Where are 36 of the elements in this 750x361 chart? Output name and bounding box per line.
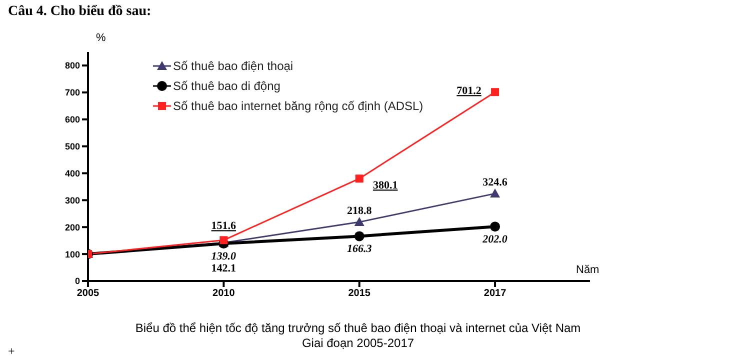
y-tick-label: 300	[64, 195, 80, 206]
y-tick-label: 100	[64, 249, 80, 260]
legend-label: Số thuê bao internet băng rộng cố định (ADSL)	[173, 98, 424, 115]
text: Biểu đồ thể hiện tốc độ tăng trưởng số thuê bao điện thoại và internet của Việt Nam	[134, 321, 582, 335]
y-tick-label: 0	[74, 276, 80, 286]
x-axis-title: Năm	[576, 264, 600, 276]
legend-label: Số thuê bao điện thoại	[173, 58, 294, 75]
point	[220, 236, 228, 244]
point	[355, 174, 364, 183]
data-label: 701.2	[456, 85, 482, 98]
data-label: 151.6	[211, 220, 237, 232]
y-tick-label: 400	[64, 168, 80, 178]
point	[491, 88, 500, 96]
legend-label: Số thuê bao di động	[173, 78, 280, 95]
x-tick-label: 2010	[212, 288, 236, 300]
x-tick-label: 2017	[484, 288, 507, 300]
y-tick-label: 200	[64, 222, 80, 232]
data-label: 142.1	[211, 262, 236, 275]
y-tick-label: 500	[64, 141, 80, 152]
text: +	[8, 344, 15, 359]
data-label: 324.6	[482, 176, 508, 189]
text: Giai đoạn 2005-2017	[300, 336, 416, 350]
x-tick-label: 2015	[348, 288, 371, 300]
y-tick-label: 700	[64, 88, 80, 98]
data-label: 202.0	[482, 234, 508, 246]
y-tick-label: 600	[64, 114, 80, 125]
point	[354, 231, 364, 242]
data-label: 218.8	[346, 205, 372, 218]
x-tick-label: 2005	[76, 288, 100, 300]
y-tick-label: 800	[64, 60, 80, 71]
chart-title: Câu 4. Cho biểu đồ sau:	[8, 4, 152, 20]
data-label: 166.3	[346, 243, 372, 256]
point	[490, 222, 500, 232]
data-label: 139.0	[211, 250, 237, 263]
data-label: 380.1	[372, 180, 398, 192]
y-axis-title: %	[96, 32, 106, 44]
